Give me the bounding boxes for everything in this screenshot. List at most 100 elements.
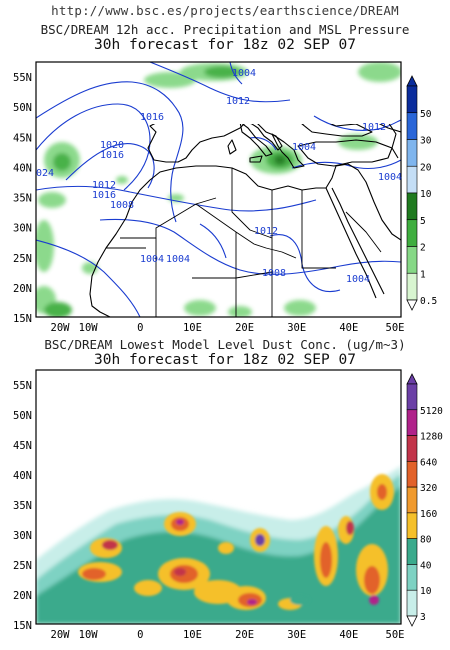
isobar-label: 1012: [92, 180, 116, 191]
lat-label: 50N: [13, 102, 32, 114]
lon-label: 20E: [235, 629, 254, 641]
colorbar-swatch: [406, 409, 418, 436]
lon-label: 20W: [51, 629, 71, 641]
colorbar-label: 2: [420, 243, 426, 254]
lat-label: 20N: [13, 283, 32, 295]
lat-label: 45N: [13, 440, 32, 452]
colorbar-swatch: [406, 219, 418, 247]
precip-colorbar: 50 30 20 10 5 2 1 0.5: [406, 75, 437, 311]
isobar-label: 1016: [140, 112, 164, 123]
colorbar-swatch: [406, 85, 418, 114]
colorbar-label: 80: [420, 535, 432, 546]
lat-label: 40N: [13, 162, 32, 174]
dust-colorbar: 5120 1280 640 320 160 80 40 10 3: [406, 373, 443, 627]
colorbar-swatch: [406, 564, 418, 591]
colorbar-label: 5120: [420, 406, 443, 417]
colorbar-label: 320: [420, 483, 437, 494]
lat-label: 25N: [13, 253, 32, 265]
lon-label: 30E: [287, 629, 306, 641]
precip-panel-subtitle: 30h forecast for 18z 02 SEP 07: [94, 37, 356, 53]
lon-label: 30E: [287, 322, 306, 334]
lat-label: 35N: [13, 500, 32, 512]
lat-label: 55N: [13, 380, 32, 392]
colorbar-top-arrow: [406, 75, 418, 87]
lat-label: 50N: [13, 410, 32, 422]
colorbar-label: 40: [420, 560, 432, 571]
lon-label: 50E: [386, 629, 405, 641]
precip-panel-title: BSC/DREAM 12h acc. Precipitation and MSL…: [40, 22, 410, 37]
colorbar-label: 10: [420, 586, 432, 597]
colorbar-label: 30: [420, 136, 432, 147]
precip-lon-axis: 20W 10W 0 10E 20E 30E 40E 50E: [51, 322, 405, 334]
lat-label: 15N: [13, 313, 32, 325]
colorbar-label: 640: [420, 457, 437, 468]
lon-label: 10W: [79, 322, 99, 334]
dust-lon-axis: 20W 10W 0 10E 20E 30E 40E 50E: [51, 629, 405, 641]
colorbar-swatch: [406, 272, 418, 301]
precip-map: 1004101210201016101210161008100410121008…: [13, 61, 437, 334]
isobar-label: 1004: [346, 274, 370, 285]
colorbar-swatch: [406, 435, 418, 462]
isobar-label: 024: [36, 168, 54, 179]
isobar-label: 1004: [166, 254, 190, 265]
colorbar-label: 1280: [420, 432, 443, 443]
colorbar-swatch: [406, 139, 418, 167]
precip-fields: [36, 62, 401, 317]
lon-label: 40E: [339, 322, 358, 334]
colorbar-bottom-arrow: [406, 299, 418, 311]
source-url[interactable]: http://www.bsc.es/projects/earthscience/…: [51, 3, 399, 18]
colorbar-label: 20: [420, 162, 432, 173]
colorbar-label: 3: [420, 612, 426, 623]
lat-label: 25N: [13, 560, 32, 572]
isobar-label: 1008: [110, 200, 134, 211]
dust-panel-subtitle: 30h forecast for 18z 02 SEP 07: [94, 352, 356, 368]
colorbar-swatch: [406, 512, 418, 539]
colorbar-swatch: [406, 112, 418, 140]
lon-label: 20W: [51, 322, 71, 334]
lon-label: 10E: [183, 629, 202, 641]
isobar-label: 1004: [378, 172, 402, 183]
isobar-label: 1016: [92, 190, 116, 201]
colorbar-label: 50: [420, 109, 432, 120]
lat-label: 30N: [13, 530, 32, 542]
isobar-label: 1008: [262, 268, 286, 279]
lon-label: 0: [137, 322, 143, 334]
precip-lat-axis: 55N 50N 45N 40N 35N 30N 25N 20N 15N: [13, 72, 32, 325]
colorbar-top-arrow: [406, 373, 418, 385]
lat-label: 30N: [13, 223, 32, 235]
isobar-label: 1004: [232, 68, 256, 79]
colorbar-swatch: [406, 589, 418, 617]
lon-label: 10W: [79, 629, 99, 641]
isobar-label: 1012: [254, 226, 278, 237]
lon-label: 40E: [339, 629, 358, 641]
dust-lat-axis: 55N 50N 45N 40N 35N 30N 25N 20N 15N: [13, 380, 32, 632]
colorbar-swatch: [406, 246, 418, 274]
colorbar-label: 5: [420, 216, 426, 227]
lon-label: 10E: [183, 322, 202, 334]
colorbar-label: 10: [420, 189, 432, 200]
lat-label: 55N: [13, 72, 32, 84]
colorbar-swatch: [406, 383, 418, 411]
colorbar-bottom-arrow: [406, 615, 418, 627]
colorbar-swatch: [406, 486, 418, 514]
isobar-label: 1012: [362, 122, 386, 133]
isobar-label: 1004: [140, 254, 164, 265]
dust-fields: [36, 466, 401, 624]
dust-panel-title: BSC/DREAM Lowest Model Level Dust Conc. …: [44, 337, 406, 352]
colorbar-swatch: [406, 538, 418, 565]
lon-label: 50E: [386, 322, 405, 334]
lon-label: 0: [137, 629, 143, 641]
lat-label: 45N: [13, 132, 32, 144]
colorbar-swatch: [406, 165, 418, 194]
colorbar-swatch: [406, 461, 418, 488]
lon-label: 20E: [235, 322, 254, 334]
colorbar-swatch: [406, 192, 418, 221]
lat-label: 35N: [13, 193, 32, 205]
colorbar-label: 0.5: [420, 296, 437, 307]
isobar-label: 1020: [100, 140, 124, 151]
colorbar-label: 1: [420, 269, 426, 280]
isobar-label: 1004: [292, 142, 316, 153]
lat-label: 40N: [13, 470, 32, 482]
colorbar-label: 160: [420, 509, 437, 520]
